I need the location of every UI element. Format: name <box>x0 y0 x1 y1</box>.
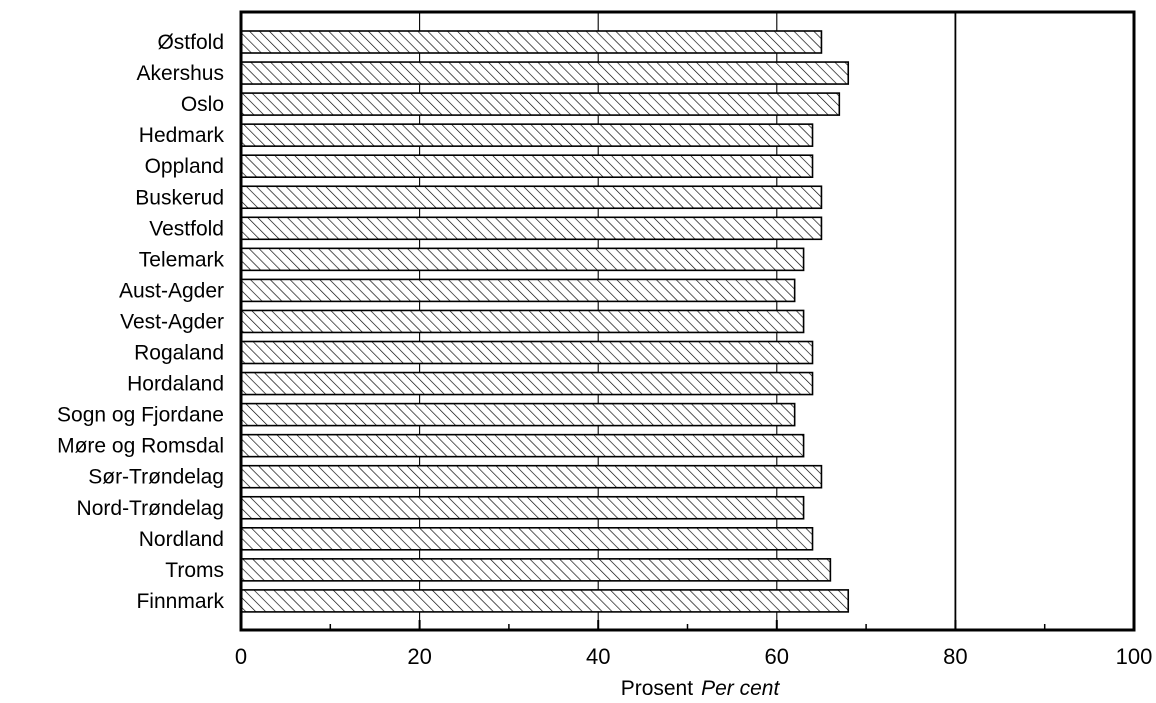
category-label: Oppland <box>145 155 224 178</box>
bar <box>240 495 805 520</box>
bar <box>240 589 850 613</box>
bar <box>240 247 805 272</box>
category-label: Telemark <box>139 248 225 271</box>
x-tick-label: 60 <box>765 644 789 669</box>
bar <box>240 340 814 365</box>
category-label: Buskerud <box>135 186 224 209</box>
category-labels: Østfold Akershus Oslo Hedmark Oppland Buskeru… <box>57 31 224 613</box>
category-label: Møre og Romsdal <box>57 435 224 458</box>
x-axis-ticks: 0 20 40 60 80 100 <box>235 620 1152 669</box>
bar <box>240 371 814 396</box>
category-label: Rogaland <box>134 342 224 365</box>
category-label: Aust-Agder <box>119 279 224 302</box>
x-tick-label: 20 <box>407 644 431 669</box>
bar <box>240 92 841 116</box>
category-label: Hordaland <box>127 373 224 396</box>
bar <box>240 154 814 178</box>
category-label: Vestfold <box>149 217 224 240</box>
bar <box>240 216 823 241</box>
category-label: Østfold <box>157 31 224 54</box>
x-axis-title: Prosent Per cent <box>621 677 781 700</box>
bar <box>240 558 832 582</box>
category-label: Finnmark <box>136 590 224 613</box>
bar <box>240 464 823 489</box>
x-axis-title-no: Prosent <box>621 677 694 700</box>
bar <box>240 30 823 54</box>
bar <box>240 123 814 147</box>
x-tick-label: 0 <box>235 644 247 669</box>
bar <box>240 185 823 210</box>
x-tick-label: 80 <box>943 644 967 669</box>
category-label: Hedmark <box>139 124 225 147</box>
category-label: Troms <box>165 559 224 582</box>
bar <box>240 433 805 458</box>
category-label: Nord-Trøndelag <box>77 497 224 520</box>
x-tick-label: 40 <box>586 644 610 669</box>
bar <box>240 278 796 303</box>
category-label: Sogn og Fjordane <box>57 404 224 427</box>
category-label: Sør-Trøndelag <box>88 466 224 489</box>
category-label: Akershus <box>136 62 224 85</box>
category-label: Vest-Agder <box>120 310 224 333</box>
bar <box>240 402 796 427</box>
x-tick-label: 100 <box>1116 644 1153 669</box>
category-label: Oslo <box>181 93 224 116</box>
bars-group <box>240 30 850 613</box>
bar <box>240 526 814 551</box>
bar <box>240 61 850 85</box>
category-label: Nordland <box>139 528 224 551</box>
x-axis-title-en: Per cent <box>701 677 780 700</box>
plot-frame <box>239 10 1136 632</box>
bar <box>240 309 805 334</box>
